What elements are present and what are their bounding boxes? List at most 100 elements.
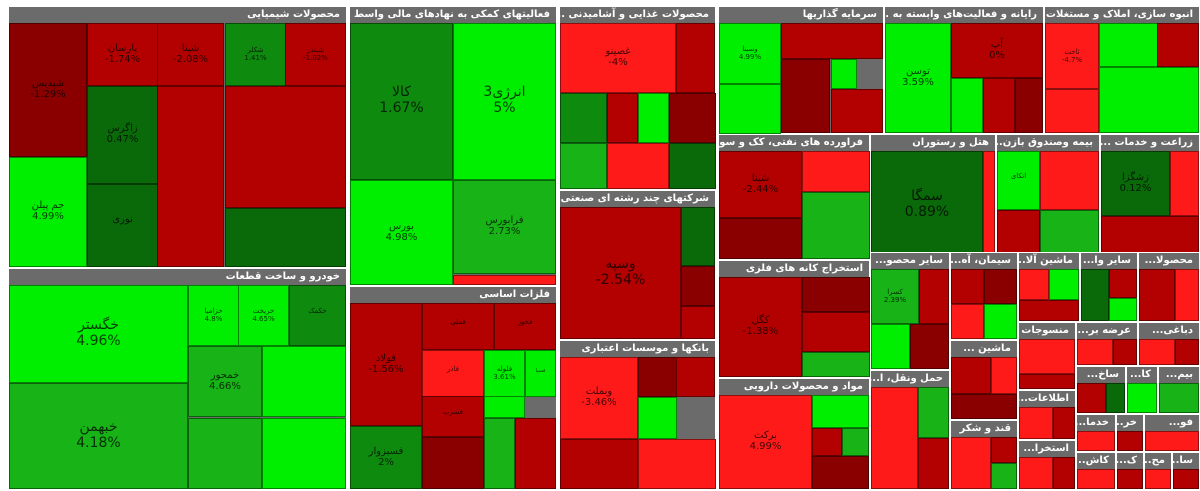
stock-tile[interactable] <box>1157 23 1199 67</box>
stock-tile[interactable] <box>1159 383 1199 413</box>
stock-tile[interactable] <box>719 84 781 134</box>
stock-tile[interactable] <box>983 151 995 259</box>
stock-tile[interactable] <box>1117 469 1143 489</box>
stock-tile[interactable] <box>983 78 1015 133</box>
sector-products[interactable]: محصولا... <box>1138 252 1200 322</box>
stock-tile[interactable]: وسپه -2.54% <box>560 207 681 339</box>
stock-tile[interactable]: غصینو -4% <box>560 23 676 93</box>
stock-tile[interactable]: نوری <box>87 184 158 267</box>
stock-tile[interactable] <box>1053 457 1075 489</box>
stock-tile[interactable] <box>812 428 842 456</box>
stock-tile[interactable] <box>1077 431 1115 451</box>
stock-tile[interactable] <box>157 86 224 267</box>
stock-tile[interactable] <box>812 456 869 489</box>
stock-tile[interactable] <box>951 394 1017 419</box>
stock-tile[interactable]: انرژی3 5% <box>453 23 556 180</box>
stock-tile[interactable] <box>1127 383 1157 413</box>
stock-tile[interactable]: زاگرس 0.47% <box>87 86 158 184</box>
stock-tile[interactable] <box>781 23 883 59</box>
stock-tile[interactable]: فملی <box>422 303 494 350</box>
stock-tile[interactable]: آپ 0% <box>951 23 1043 78</box>
sector-construct[interactable]: ساخ... <box>1076 366 1126 414</box>
sector-metals[interactable]: فلزات اساسی فولاد -1.56% فملی فخوز فاذر فلوله 3… <box>349 286 557 490</box>
stock-tile[interactable] <box>1077 383 1106 413</box>
sector-pharma[interactable]: مواد و محصولات دارویی برکت 4.99% <box>718 378 870 490</box>
stock-tile[interactable]: فلوله 3.61% <box>484 350 525 397</box>
sector-transport[interactable]: حمل ونقل، ا... <box>870 370 950 490</box>
stock-tile[interactable] <box>1019 269 1049 300</box>
stock-tile[interactable]: خکمک <box>289 285 346 346</box>
stock-tile[interactable] <box>951 304 984 339</box>
stock-tile[interactable]: شبندر -1.02% <box>285 23 346 86</box>
sector-kash[interactable]: کاش... <box>1076 452 1116 490</box>
stock-tile[interactable] <box>560 439 638 489</box>
stock-tile[interactable] <box>1170 151 1199 216</box>
stock-tile[interactable] <box>991 463 1017 489</box>
stock-tile[interactable]: وسینا 4.99% <box>719 23 781 84</box>
stock-tile[interactable]: خمحور 4.66% <box>188 346 262 417</box>
stock-tile[interactable] <box>1019 300 1079 321</box>
stock-tile[interactable] <box>669 93 716 143</box>
stock-tile[interactable]: پارسان -1.74% <box>87 23 158 86</box>
stock-tile[interactable] <box>188 418 262 489</box>
stock-tile[interactable] <box>1049 269 1079 300</box>
stock-tile[interactable] <box>918 387 949 438</box>
sector-electric[interactable]: ماشین ... <box>950 340 1018 420</box>
stock-tile[interactable] <box>918 438 949 489</box>
stock-tile[interactable] <box>1019 407 1053 439</box>
sector-cement[interactable]: سیمان، آه... <box>950 252 1018 340</box>
sector-hotel[interactable]: هتل و رستوران سمگا 0.89% <box>870 134 996 260</box>
stock-tile[interactable] <box>1040 210 1099 259</box>
stock-tile[interactable] <box>560 143 607 189</box>
sector-multi[interactable]: شرکتهای چند رشته ای صنعتی وسپه -2.54% <box>559 190 716 340</box>
stock-tile[interactable]: خبهمن 4.18% <box>9 383 188 489</box>
stock-tile[interactable]: کسرا 2.39% <box>871 269 919 324</box>
stock-tile[interactable] <box>225 208 346 267</box>
sector-it[interactable]: رایانه و فعالیت‌های وابسته به ... توسن 3.5… <box>884 6 1044 134</box>
stock-tile[interactable]: توسن 3.59% <box>885 23 951 133</box>
stock-tile[interactable] <box>991 357 1017 394</box>
stock-tile[interactable]: خزامیا 4.8% <box>188 285 239 346</box>
sector-machinery[interactable]: ماشین آلا... <box>1018 252 1080 322</box>
stock-tile[interactable]: فخوز <box>494 303 556 350</box>
sector-realestate[interactable]: انبوه سازی، املاک و مستغلات ثاخت -4.7% <box>1044 6 1200 134</box>
stock-tile[interactable] <box>262 418 346 489</box>
stock-tile[interactable] <box>1081 269 1109 321</box>
stock-tile[interactable] <box>997 210 1040 259</box>
sector-ki[interactable]: ک... <box>1116 452 1144 490</box>
stock-tile[interactable] <box>1139 339 1175 365</box>
stock-tile[interactable]: فاذر <box>422 350 484 397</box>
stock-tile[interactable]: شپنا -2.08% <box>157 23 224 86</box>
stock-tile[interactable] <box>871 324 910 369</box>
sector-market[interactable]: عرضه بر... <box>1076 322 1138 366</box>
stock-tile[interactable] <box>262 346 346 417</box>
sector-khada[interactable]: خدما... <box>1076 414 1116 452</box>
stock-tile[interactable] <box>1019 457 1053 489</box>
stock-tile[interactable]: اتکای <box>997 151 1040 210</box>
stock-tile[interactable] <box>1175 339 1199 365</box>
stock-tile[interactable] <box>484 418 515 489</box>
stock-tile[interactable] <box>1053 407 1075 439</box>
stock-tile[interactable] <box>676 357 715 397</box>
stock-tile[interactable] <box>1019 339 1075 374</box>
stock-tile[interactable] <box>1015 78 1043 133</box>
sector-othermine[interactable]: سایر وا... <box>1080 252 1138 322</box>
stock-tile[interactable] <box>1109 269 1137 298</box>
sector-quarry[interactable]: استخرا... <box>1018 440 1076 490</box>
stock-tile[interactable] <box>719 218 802 259</box>
stock-tile[interactable] <box>842 428 869 456</box>
sector-auto[interactable]: خودرو و ساخت قطعات خگستر 4.96% خبهمن 4.18% خز… <box>8 268 347 490</box>
stock-tile[interactable] <box>1145 469 1171 489</box>
stock-tile[interactable] <box>1117 431 1143 451</box>
stock-tile[interactable] <box>1077 469 1115 489</box>
stock-tile[interactable] <box>422 437 484 489</box>
stock-tile[interactable]: جم پیلن 4.99% <box>9 157 87 267</box>
sector-chem[interactable]: محصولات شیمیایی شپدیس -1.29% پارسان -1.74% شپ… <box>8 6 347 268</box>
stock-tile[interactable] <box>669 143 716 189</box>
stock-tile[interactable] <box>1139 269 1175 321</box>
stock-tile[interactable] <box>1099 23 1158 67</box>
stock-tile[interactable] <box>781 59 830 133</box>
stock-tile[interactable] <box>951 78 983 133</box>
stock-tile[interactable] <box>681 266 715 306</box>
stock-tile[interactable] <box>951 357 991 394</box>
